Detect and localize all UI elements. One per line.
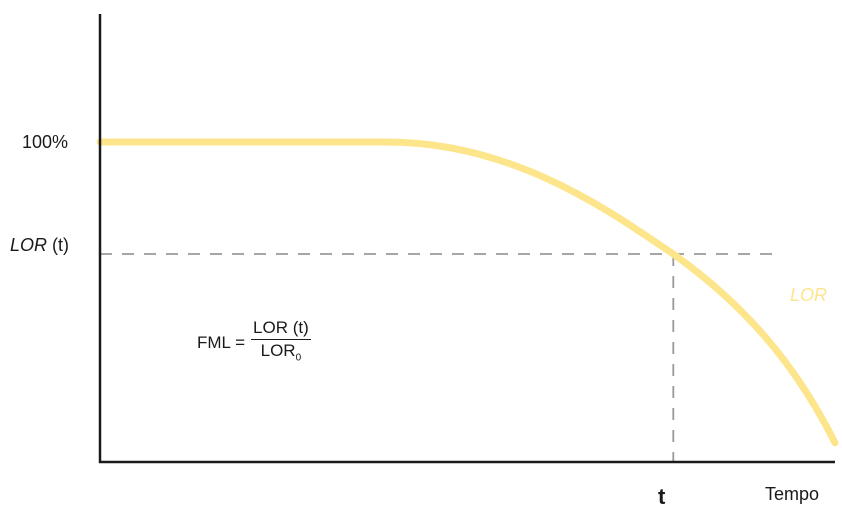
formula-denominator-sub: 0 [295,352,302,364]
formula-numerator: LOR (t) [251,318,311,340]
formula-denominator: LOR0 [261,340,302,368]
y-marker-label-italic: LOR [10,235,48,255]
formula-fraction: LOR (t) LOR0 [251,318,311,368]
lor-curve [96,138,839,447]
series-label: LOR [790,285,828,305]
x-marker-label: t [658,484,666,509]
formula-denominator-base: LOR [260,341,296,360]
formula: FML = LOR (t) LOR0 [197,318,311,368]
y-tick-label-100: 100% [22,132,69,152]
y-marker-label: LOR (t) [10,235,69,255]
formula-lhs: FML = [197,333,246,353]
y-marker-label-rest: (t) [47,235,70,255]
x-axis-label: Tempo [765,484,820,504]
